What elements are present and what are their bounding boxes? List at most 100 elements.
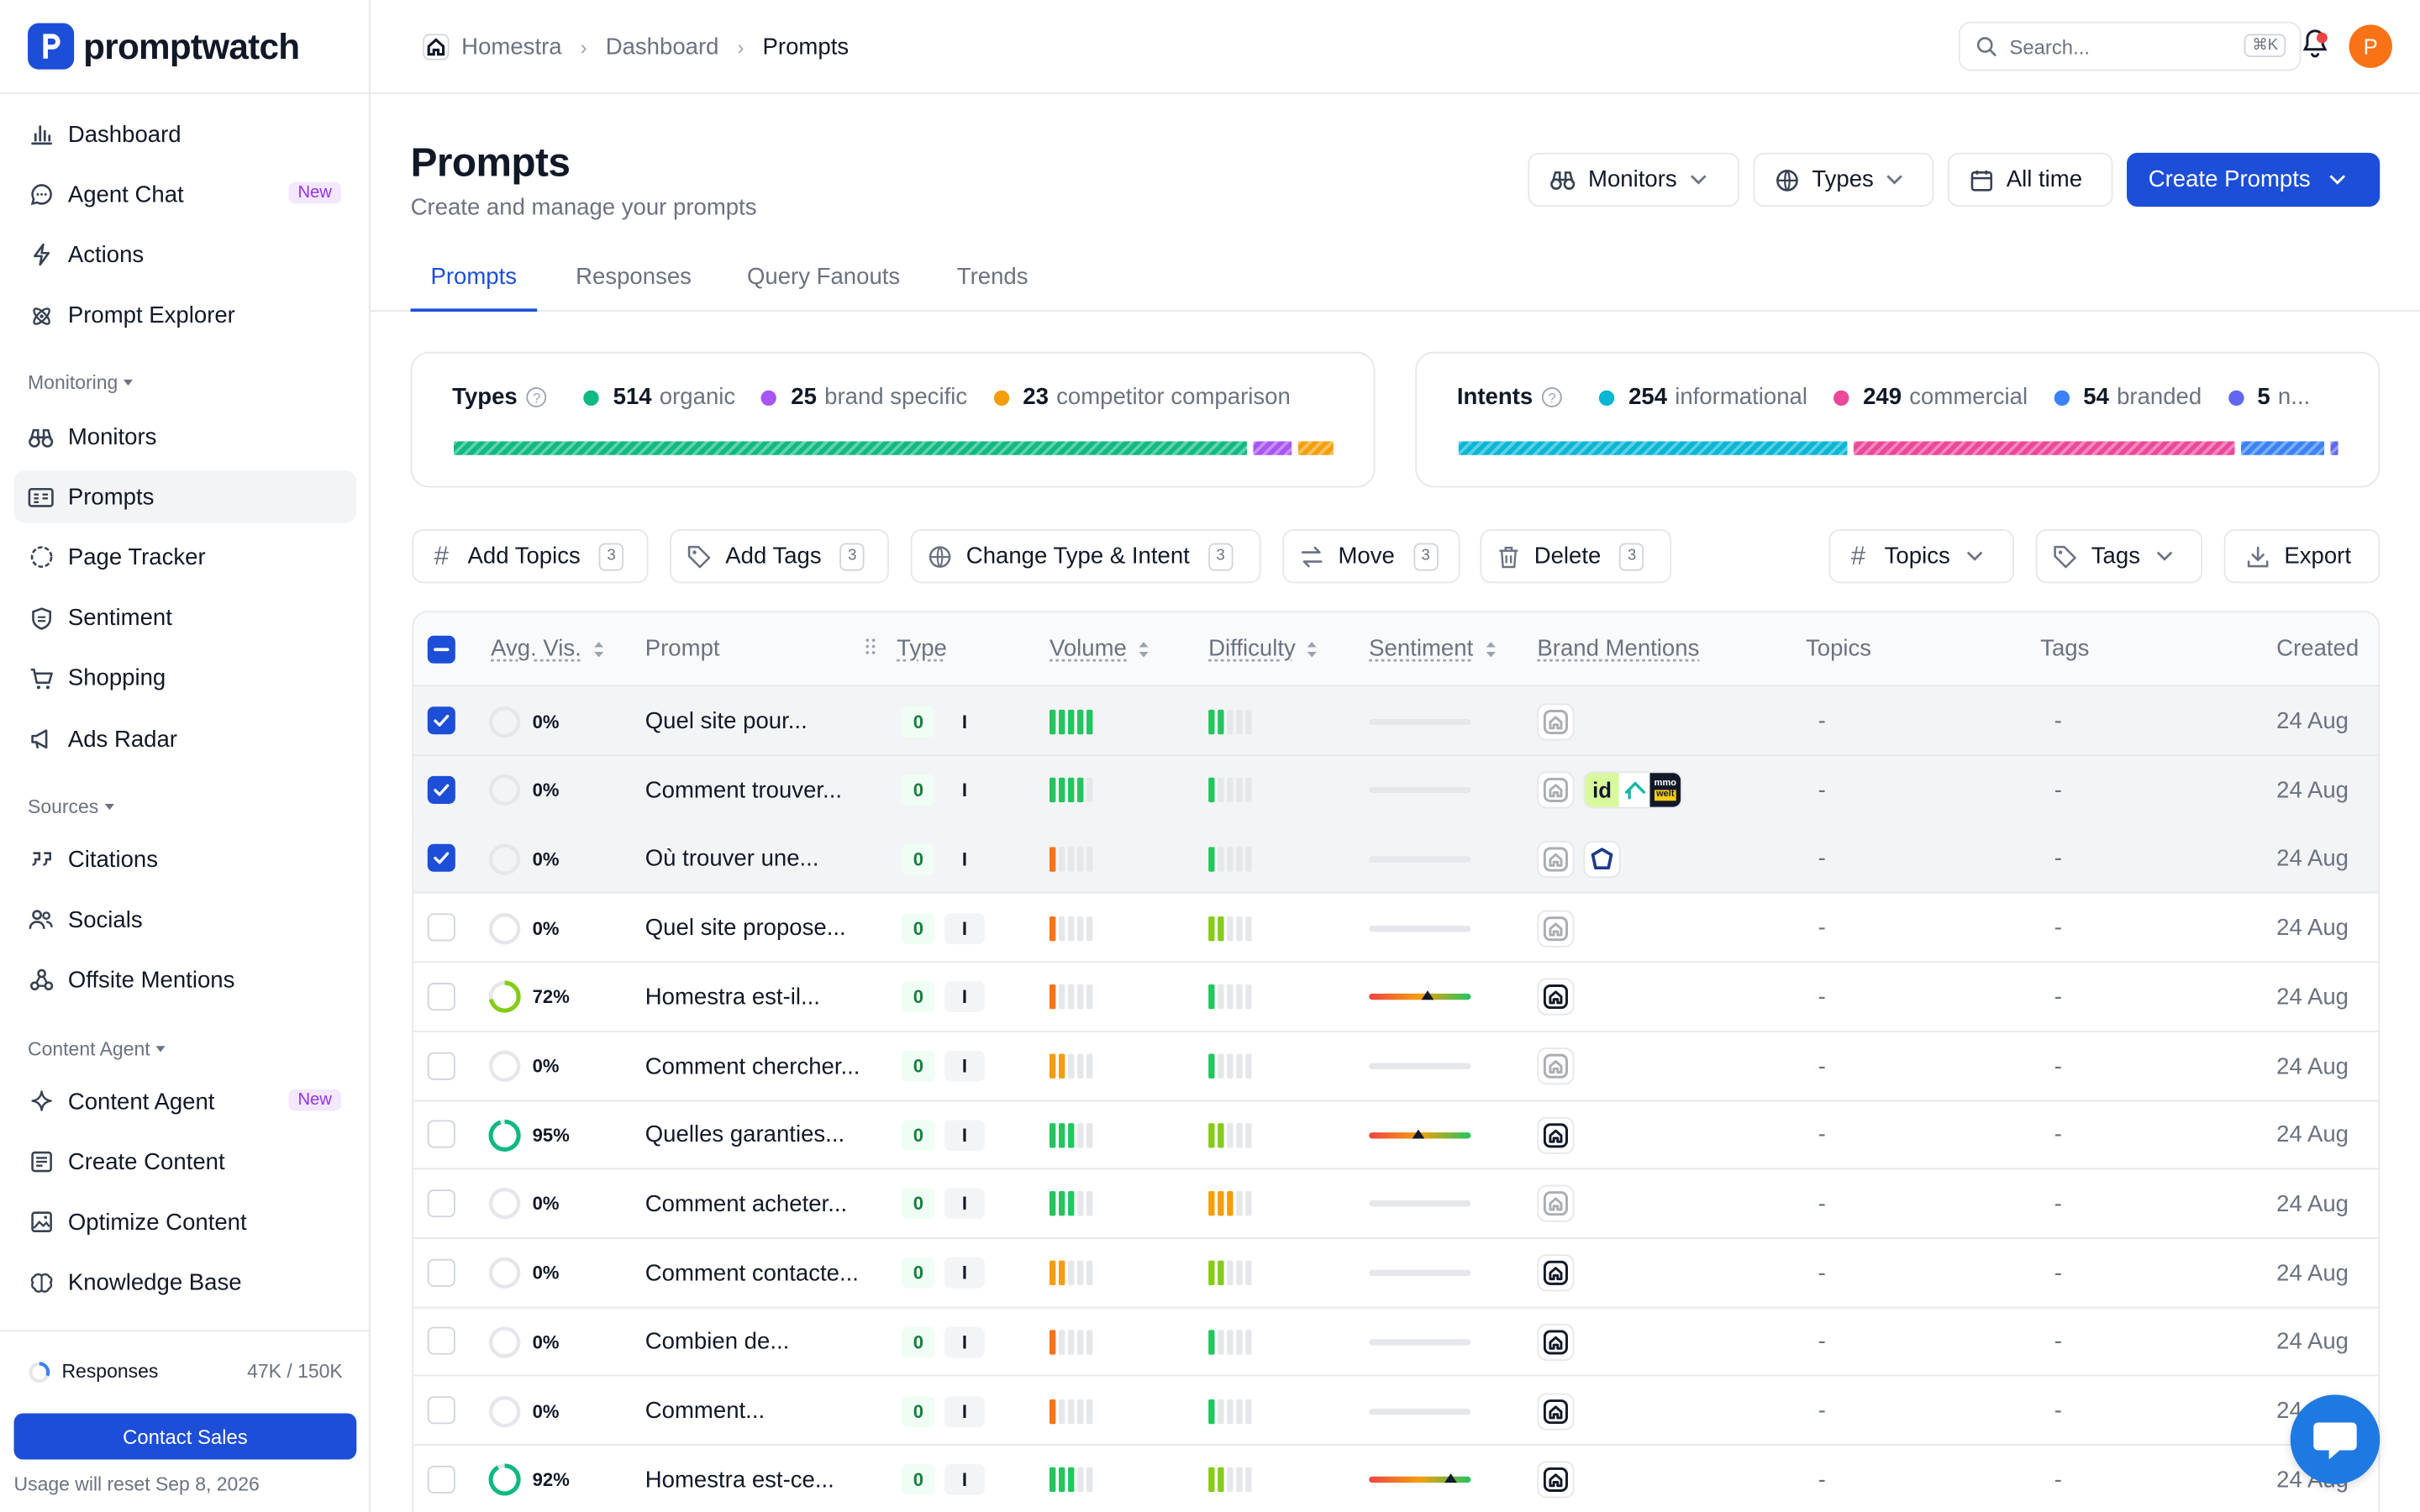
row-checkbox[interactable] — [427, 706, 455, 735]
distribution-segment-brand-specific[interactable] — [1253, 441, 1292, 455]
prompt-text[interactable]: Comment acheter... — [644, 1190, 848, 1217]
table-row[interactable]: 0%Comment...0I--24 Aug — [413, 1376, 2379, 1446]
sidebar-item-ads-radar[interactable]: Ads Radar — [14, 713, 357, 765]
prompt-text[interactable]: Où trouver une... — [644, 846, 819, 873]
help-icon[interactable]: ? — [1542, 387, 1563, 407]
sidebar-item-create-content[interactable]: Create Content — [14, 1136, 357, 1188]
prompt-cell[interactable]: Comment acheter... — [645, 1169, 847, 1239]
distribution-segment-competitor-comparison[interactable] — [1297, 441, 1334, 455]
avatar[interactable]: P — [2349, 24, 2392, 68]
table-row[interactable]: 0% Quel site pour... 0 I - - 24 Aug — [413, 686, 2379, 757]
homestra-brand-icon[interactable] — [1537, 1392, 1575, 1430]
row-checkbox[interactable] — [427, 982, 455, 1011]
sidebar-item-shopping[interactable]: Shopping — [14, 653, 357, 705]
row-checkbox[interactable] — [427, 844, 455, 873]
breadcrumb-dashboard[interactable]: Dashboard — [605, 33, 719, 60]
row-checkbox[interactable] — [427, 913, 455, 942]
tab-prompts[interactable]: Prompts — [410, 264, 537, 312]
search-input[interactable]: Search... ⌘K — [1958, 21, 2302, 71]
section-content-agent[interactable]: Content Agent — [28, 1038, 166, 1060]
chat-widget-button[interactable] — [2290, 1394, 2381, 1484]
time-range-button[interactable]: All time — [1947, 152, 2113, 207]
prompt-cell[interactable]: Quel site pour... — [645, 686, 808, 756]
col-prompt[interactable]: Prompt — [645, 636, 720, 662]
sidebar-item-prompt-explorer[interactable]: Prompt Explorer — [14, 290, 357, 342]
tags-filter[interactable]: Tags — [2035, 529, 2203, 584]
sidebar-item-citations[interactable]: Citations — [14, 833, 357, 885]
sidebar-item-knowledge-base[interactable]: Knowledge Base — [14, 1257, 357, 1309]
monitors-dropdown[interactable]: Monitors — [1528, 152, 1740, 207]
table-row[interactable]: 0% Comment acheter... 0 I - - 24 Aug — [413, 1169, 2379, 1239]
prompt-cell[interactable]: Comment chercher... — [645, 1032, 860, 1101]
homestra-brand-icon[interactable] — [1537, 1461, 1575, 1499]
move-button[interactable]: Move 3 — [1282, 529, 1460, 584]
prompt-text[interactable]: Quelles garanties... — [644, 1121, 845, 1148]
row-checkbox[interactable] — [427, 1258, 455, 1287]
table-row[interactable]: 0% Comment contacte... 0 I - - 24 Aug — [413, 1238, 2379, 1308]
sidebar-item-optimize-content[interactable]: Optimize Content — [14, 1196, 357, 1248]
distribution-segment-commercial[interactable] — [1854, 441, 2236, 455]
distribution-segment-organic[interactable] — [454, 441, 1248, 455]
sidebar-item-prompts[interactable]: Prompts — [13, 470, 357, 523]
prompt-cell[interactable]: Où trouver une... — [645, 825, 819, 895]
row-checkbox[interactable] — [427, 1120, 455, 1148]
breadcrumb-workspace[interactable]: Homestra — [461, 33, 562, 60]
homestra-brand-icon[interactable] — [1537, 979, 1575, 1016]
prompt-cell[interactable]: Comment contacte... — [645, 1238, 859, 1308]
sidebar-item-sentiment[interactable]: Sentiment — [14, 592, 357, 644]
homestra-brand-icon[interactable] — [1537, 1323, 1575, 1361]
delete-button[interactable]: Delete 3 — [1480, 529, 1672, 584]
prompt-text[interactable]: Quel site pour... — [644, 708, 808, 735]
prompt-cell[interactable]: Combien de... — [645, 1307, 790, 1377]
competitor-brands-group[interactable]: id mmo welt — [1583, 771, 1683, 809]
row-checkbox[interactable] — [427, 1327, 455, 1356]
tab-trends[interactable]: Trends — [956, 264, 1028, 291]
prompt-cell[interactable]: Quel site propose... — [645, 894, 846, 963]
prompt-cell[interactable]: Comment... — [645, 1376, 765, 1446]
col-created[interactable]: Created — [2276, 636, 2359, 662]
prompt-text[interactable]: Comment contacte... — [644, 1259, 859, 1287]
tab-query-fanouts[interactable]: Query Fanouts — [746, 264, 901, 291]
prompt-text[interactable]: Comment... — [644, 1398, 765, 1425]
types-dropdown[interactable]: Types — [1753, 152, 1934, 207]
sidebar-item-socials[interactable]: Socials — [14, 894, 357, 946]
homestra-brand-icon[interactable] — [1537, 702, 1575, 740]
prompt-text[interactable]: Comment trouver... — [644, 777, 843, 804]
table-row[interactable]: 95% Quelles garanties... 0 I - - 24 Aug — [413, 1100, 2379, 1170]
homestra-brand-icon[interactable] — [1537, 909, 1575, 948]
table-row[interactable]: 92% Homestra est-ce... 0 I - -24 Aug — [413, 1445, 2378, 1512]
sidebar-item-page-tracker[interactable]: Page Tracker — [14, 532, 357, 584]
prompt-text[interactable]: Combien de... — [644, 1328, 790, 1356]
prompt-text[interactable]: Quel site propose... — [644, 915, 846, 942]
contact-sales-button[interactable]: Contact Sales — [13, 1413, 357, 1460]
sidebar-item-offsite-mentions[interactable]: Offsite Mentions — [14, 954, 357, 1006]
col-avg-vis[interactable]: Avg. Vis. — [491, 636, 604, 662]
prompt-cell[interactable]: Homestra est-il... — [645, 963, 820, 1032]
prompt-text[interactable]: Comment chercher... — [644, 1053, 860, 1079]
sidebar-item-dashboard[interactable]: Dashboard — [14, 108, 357, 160]
row-checkbox[interactable] — [427, 1051, 455, 1079]
prompt-cell[interactable]: Quelles garanties... — [645, 1100, 844, 1170]
col-volume[interactable]: Volume — [1050, 636, 1150, 662]
table-row[interactable]: 0% Où trouver une... 0 I - - 24 Aug — [413, 824, 2379, 895]
homestra-brand-icon[interactable] — [1537, 1254, 1575, 1292]
topics-filter[interactable]: # Topics — [1828, 529, 2014, 584]
table-row[interactable]: 72% Homestra est-il... 0 I - - 24 Aug — [413, 963, 2379, 1032]
create-prompts-button[interactable]: Create Prompts — [2127, 152, 2381, 207]
homestra-brand-icon[interactable] — [1537, 1047, 1575, 1085]
sidebar-item-actions[interactable]: Actions — [14, 229, 357, 281]
export-button[interactable]: Export — [2223, 529, 2381, 584]
col-tags[interactable]: Tags — [2040, 636, 2089, 662]
tab-responses[interactable]: Responses — [576, 264, 692, 291]
row-checkbox[interactable] — [427, 1396, 455, 1425]
homestra-brand-icon[interactable] — [1537, 1185, 1575, 1223]
sidebar-item-monitors[interactable]: Monitors — [14, 411, 357, 463]
homestra-brand-icon[interactable] — [1537, 1116, 1575, 1154]
distribution-segment-informational[interactable] — [1458, 441, 1848, 455]
col-topics[interactable]: Topics — [1806, 636, 1871, 662]
row-checkbox[interactable] — [427, 1189, 455, 1217]
app-logo[interactable]: promptwatch — [28, 22, 300, 71]
table-row[interactable]: 0% Comment chercher... 0 I - - 24 Aug — [413, 1032, 2379, 1101]
add-tags-button[interactable]: Add Tags 3 — [670, 529, 889, 584]
